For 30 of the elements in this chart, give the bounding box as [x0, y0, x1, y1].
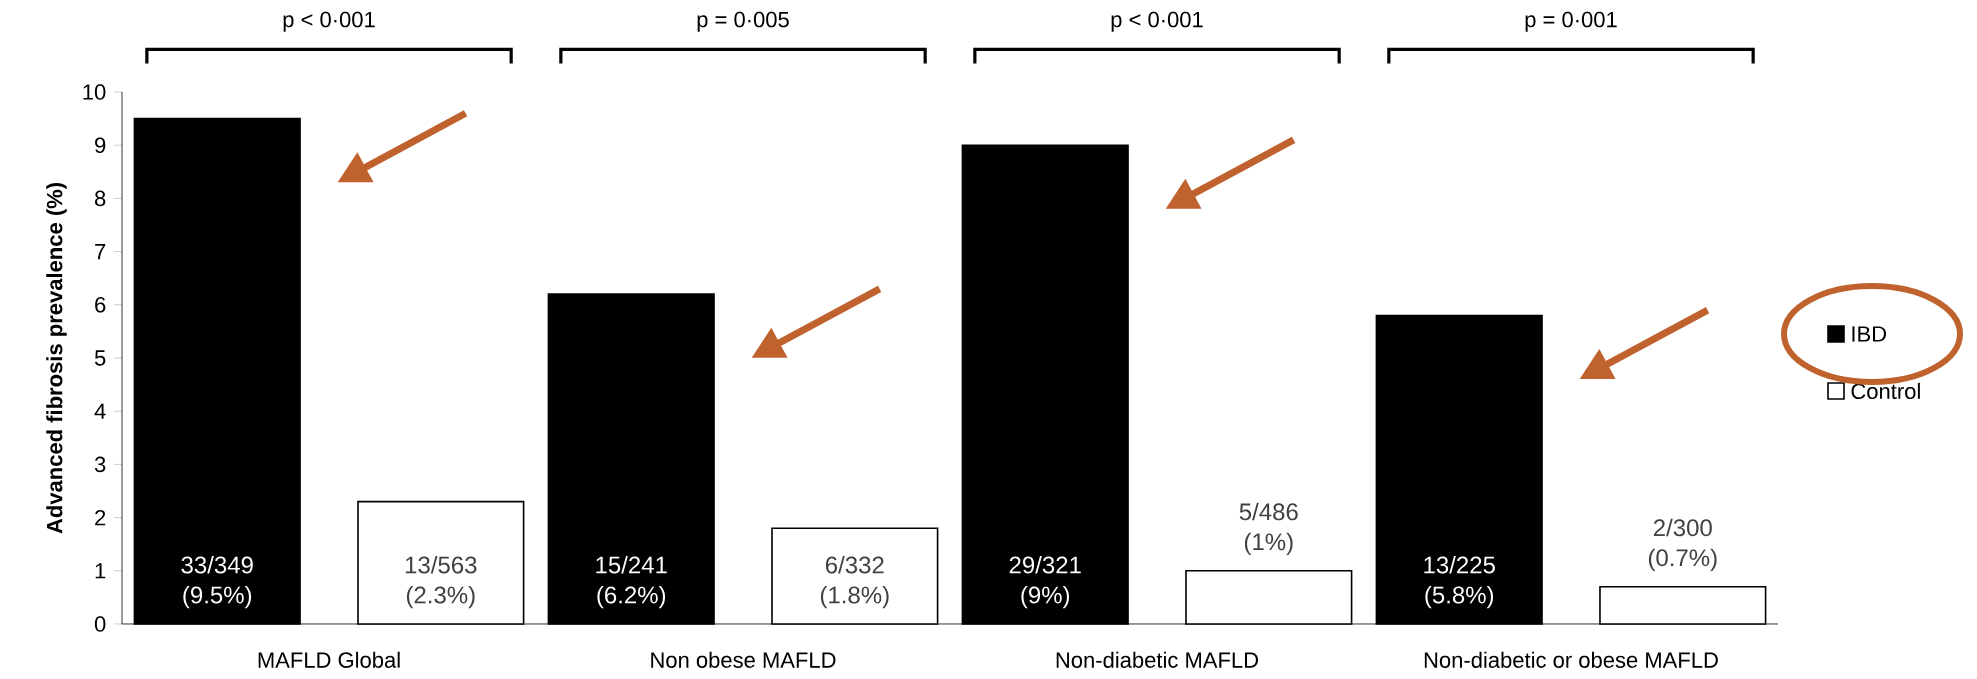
legend-label: Control — [1851, 382, 1920, 400]
y-tick-label: 2 — [95, 509, 106, 526]
x-tick-label: Non obese MAFLD — [651, 651, 836, 668]
text: p < 0·001 — [1111, 11, 1203, 32]
text: p = 0·005 — [697, 11, 789, 32]
data-label: 5/486 (1%) — [1239, 502, 1298, 556]
x-tick-label: Non-diabetic MAFLD — [1056, 651, 1258, 668]
data-label: 13/225 (5.8%) — [1424, 555, 1495, 609]
y-tick-label: 10 — [83, 84, 106, 100]
data-label: 13/563 (2.3%) — [405, 555, 477, 609]
text: p < 0·001 — [283, 11, 375, 32]
legend-label: IBD — [1852, 326, 1887, 342]
y-tick-label: 4 — [94, 403, 106, 419]
data-label: 2/300 (0.7%) — [1648, 518, 1717, 572]
x-tick-label: Non-diabetic or obese MAFLD — [1424, 651, 1718, 668]
y-tick-label: 0 — [94, 616, 106, 632]
y-tick-label: 5 — [94, 350, 106, 366]
y-tick-label: 6 — [95, 297, 106, 313]
y-tick-label: 3 — [94, 456, 106, 473]
y-tick-label: 9 — [95, 137, 106, 153]
y-tick-label: 1 — [95, 563, 106, 579]
data-label: 29/321 (9%) — [1009, 555, 1081, 609]
y-tick-label: 7 — [95, 244, 106, 260]
y-axis-title: Advanced fibrosis prevalence (%) — [46, 183, 67, 534]
data-label: 33/349 (9.5%) — [181, 555, 253, 609]
y-tick-label: 8 — [94, 190, 106, 207]
x-tick-label: MAFLD Global — [258, 651, 400, 668]
data-label: 6/332 (1.8%) — [820, 555, 889, 609]
data-label: 15/241 (6.2%) — [596, 555, 667, 609]
text: p = 0·001 — [1525, 11, 1617, 32]
